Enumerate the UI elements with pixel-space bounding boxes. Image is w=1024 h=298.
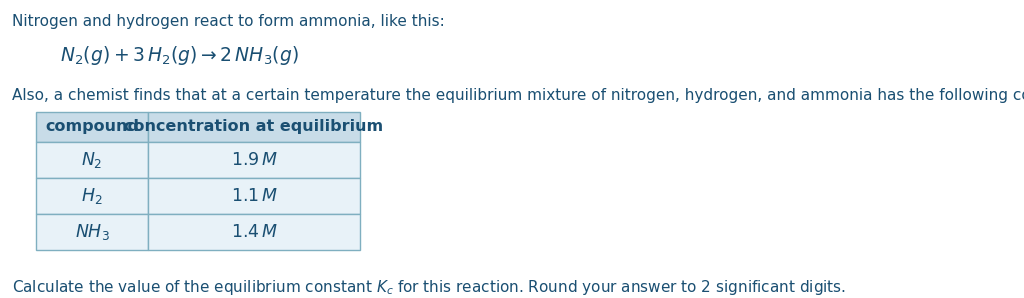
Text: $1.9\,\mathit{M}$: $1.9\,\mathit{M}$	[230, 151, 278, 169]
Bar	[148, 214, 360, 250]
Text: $1.1\,\mathit{M}$: $1.1\,\mathit{M}$	[230, 187, 278, 205]
Text: concentration at equilibrium: concentration at equilibrium	[125, 119, 384, 134]
Text: Nitrogen and hydrogen react to form ammonia, like this:: Nitrogen and hydrogen react to form ammo…	[12, 14, 444, 29]
Bar	[148, 142, 360, 178]
Text: $\mathit{NH}_3$: $\mathit{NH}_3$	[75, 222, 110, 242]
Text: Calculate the value of the equilibrium constant $\mathit{K_c}$ for this reaction: Calculate the value of the equilibrium c…	[12, 278, 846, 297]
Text: $\mathit{N}_2$: $\mathit{N}_2$	[81, 150, 102, 170]
Bar	[148, 112, 360, 142]
Bar	[36, 142, 148, 178]
Bar	[148, 178, 360, 214]
Text: compound: compound	[45, 119, 139, 134]
Text: $\mathit{H}_2$: $\mathit{H}_2$	[81, 186, 102, 206]
Bar	[36, 178, 148, 214]
Text: $1.4\,\mathit{M}$: $1.4\,\mathit{M}$	[230, 223, 278, 241]
Text: $\mathit{N_2}(g) + 3\,\mathit{H_2}(g) \rightarrow 2\,\mathit{NH_3}(g)$: $\mathit{N_2}(g) + 3\,\mathit{H_2}(g) \r…	[60, 44, 299, 67]
Bar	[36, 112, 148, 142]
Bar	[36, 214, 148, 250]
Text: Also, a chemist finds that at a certain temperature the equilibrium mixture of n: Also, a chemist finds that at a certain …	[12, 88, 1024, 103]
